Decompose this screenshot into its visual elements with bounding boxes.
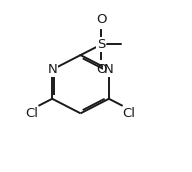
- Text: O: O: [96, 13, 107, 26]
- Text: S: S: [97, 38, 106, 51]
- Text: N: N: [47, 63, 57, 76]
- Text: Cl: Cl: [122, 107, 136, 120]
- Text: O: O: [96, 63, 107, 76]
- Text: N: N: [104, 63, 114, 76]
- Text: Cl: Cl: [26, 107, 39, 120]
